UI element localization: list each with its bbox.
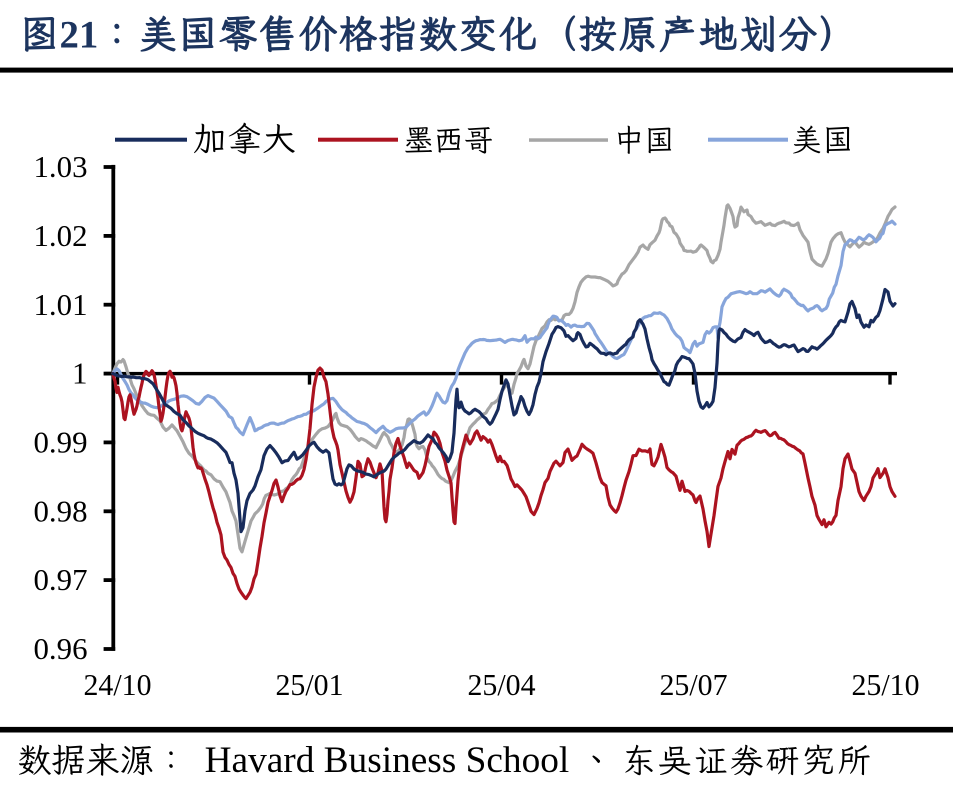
- svg-text:0.97: 0.97: [34, 562, 88, 597]
- svg-text:Havard Business School: Havard Business School: [205, 740, 570, 781]
- svg-text:1.01: 1.01: [34, 287, 88, 322]
- svg-text:25/04: 25/04: [468, 667, 536, 702]
- svg-text:1.03: 1.03: [34, 149, 88, 184]
- svg-text:24/10: 24/10: [84, 667, 152, 702]
- svg-text:0.99: 0.99: [34, 425, 88, 460]
- svg-text:25/10: 25/10: [852, 667, 920, 702]
- svg-text:1: 1: [72, 356, 88, 391]
- svg-text:25/07: 25/07: [660, 667, 728, 702]
- svg-text:0.98: 0.98: [34, 493, 88, 528]
- svg-text:0.96: 0.96: [34, 631, 88, 666]
- svg-text:25/01: 25/01: [276, 667, 344, 702]
- svg-text:1.02: 1.02: [34, 218, 88, 253]
